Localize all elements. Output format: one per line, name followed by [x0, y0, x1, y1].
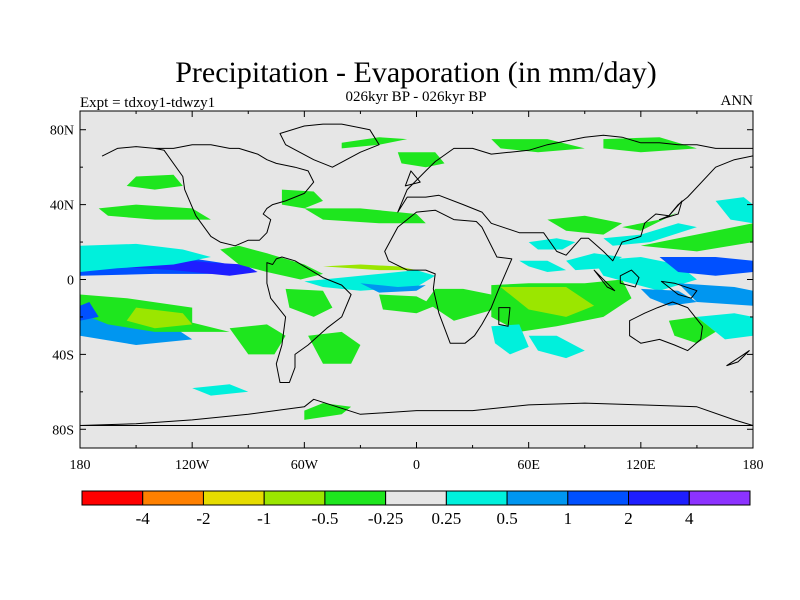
colorbar-label: 1 [564, 509, 573, 528]
pe-region-37 [126, 174, 183, 190]
coastlines [80, 123, 753, 426]
latitude-axis: 80N 40N 0 40S 80S [50, 124, 753, 438]
coastline-2 [279, 123, 380, 168]
colorbar-bin-10 [688, 490, 751, 506]
pe-region-26 [547, 215, 623, 235]
colorbar: -4 -2 -1 -0.5 -0.25 0.25 0.5 1 2 4 [81, 490, 751, 528]
pe-region-43 [80, 302, 99, 321]
season-label: ANN [721, 93, 754, 109]
coastline-6 [80, 398, 753, 426]
experiment-label: Expt = tdxoy1-tdwzy1 [80, 95, 215, 111]
pe-region-28 [622, 204, 697, 231]
colorbar-label: 4 [685, 509, 694, 528]
colorbar-label: -2 [196, 509, 210, 528]
pe-region-5 [126, 307, 193, 329]
pe-region-22 [528, 335, 585, 359]
colorbar-label: -0.5 [311, 509, 338, 528]
coastline-8 [619, 269, 640, 288]
y-tick-label: 40N [50, 199, 74, 214]
pe-region-16 [379, 294, 436, 314]
pe-region-29 [640, 223, 753, 252]
coastline-5 [629, 301, 703, 352]
colorbar-bin-1 [142, 490, 204, 506]
colorbar-label: 2 [624, 509, 633, 528]
pe-contour-regions [80, 137, 753, 420]
pe-region-6 [220, 245, 323, 280]
pe-region-40 [603, 137, 697, 153]
coastline-13 [659, 200, 683, 221]
y-tick-label: 80N [50, 124, 74, 139]
x-tick-label: 180 [743, 458, 764, 473]
colorbar-label: -1 [257, 509, 271, 528]
colorbar-bin-8 [567, 490, 630, 506]
colorbar-bin-6 [445, 490, 508, 506]
pe-region-23 [519, 260, 567, 272]
colorbar-bin-4 [324, 490, 387, 506]
pe-region-35 [668, 316, 716, 344]
colorbar-bin-7 [506, 490, 569, 506]
pe-region-12 [323, 264, 417, 271]
pe-region-11 [360, 283, 426, 293]
x-tick-label: 0 [413, 458, 420, 473]
pe-region-33 [640, 288, 697, 306]
pe-region-15 [281, 189, 323, 209]
coastline-12 [404, 170, 421, 187]
longitude-axis: 180 120W 60W 0 60E 120E 180 [70, 111, 764, 473]
pe-region-24 [566, 253, 623, 271]
colorbar-bin-3 [263, 490, 326, 506]
colorbar-label: -0.25 [368, 509, 403, 528]
pe-region-9 [308, 331, 361, 364]
colorbar-label: 0.25 [431, 509, 461, 528]
pe-region-34 [696, 313, 753, 340]
coastline-4 [397, 134, 753, 262]
period-label: 026kyr BP - 026kyr BP [345, 89, 486, 105]
pe-region-38 [341, 137, 408, 149]
x-tick-label: 120E [626, 458, 656, 473]
colorbar-label: -4 [136, 509, 151, 528]
colorbar-bin-2 [202, 490, 265, 506]
x-tick-label: 120W [175, 458, 210, 473]
x-tick-label: 60W [291, 458, 319, 473]
coastline-10 [498, 307, 511, 327]
x-tick-label: 60E [517, 458, 540, 473]
pe-region-2 [80, 243, 211, 272]
pe-region-32 [678, 283, 753, 306]
pe-region-39 [491, 139, 585, 153]
pe-region-18 [425, 288, 501, 321]
coastline-11 [726, 350, 750, 367]
colorbar-bin-0 [81, 490, 144, 506]
pe-region-7 [229, 324, 286, 355]
x-tick-label: 180 [70, 458, 91, 473]
y-tick-label: 0 [67, 274, 74, 289]
colorbar-label: 0.5 [496, 509, 517, 528]
pe-region-21 [491, 324, 529, 355]
pe-region-14 [304, 208, 426, 224]
pe-region-13 [98, 204, 211, 220]
coastline-9 [660, 280, 698, 299]
coastline-1 [266, 256, 352, 383]
coastline-3 [384, 209, 513, 344]
pe-region-31 [659, 257, 753, 276]
pe-region-10 [304, 270, 436, 291]
coastline-0 [101, 144, 315, 247]
coastline-7 [593, 269, 616, 292]
colorbar-bin-9 [628, 490, 690, 506]
pe-region-8 [285, 288, 333, 317]
pe-region-20 [500, 287, 595, 317]
y-tick-label: 40S [52, 348, 74, 363]
pe-region-36 [715, 197, 753, 224]
y-tick-label: 80S [52, 423, 74, 438]
pe-region-42 [192, 384, 249, 396]
colorbar-bin-5 [385, 490, 447, 506]
figure-title: Precipitation - Evaporation (in mm/day) [175, 56, 657, 89]
